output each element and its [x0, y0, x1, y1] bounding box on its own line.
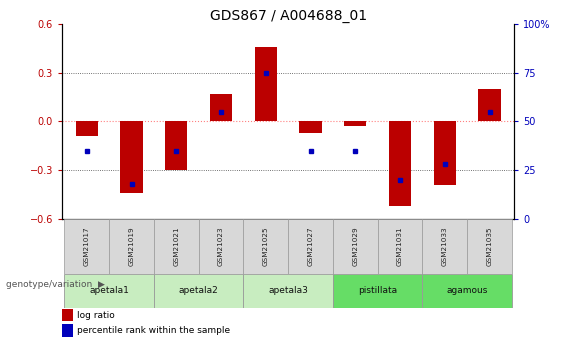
Bar: [299, 121, 321, 133]
Bar: [288, 219, 333, 274]
Bar: [62, 309, 73, 321]
Bar: [333, 219, 377, 274]
Text: pistillata: pistillata: [358, 286, 397, 295]
Text: agamous: agamous: [446, 286, 488, 295]
Text: apetala1: apetala1: [89, 286, 129, 295]
Text: percentile rank within the sample: percentile rank within the sample: [77, 326, 230, 335]
Bar: [433, 121, 456, 185]
Bar: [467, 219, 512, 274]
Text: GSM21021: GSM21021: [173, 227, 179, 266]
Bar: [244, 274, 333, 307]
Text: apetala2: apetala2: [179, 286, 219, 295]
Text: GSM21029: GSM21029: [353, 227, 358, 266]
Bar: [255, 47, 277, 121]
Text: GSM21023: GSM21023: [218, 227, 224, 266]
Text: genotype/variation  ▶: genotype/variation ▶: [6, 280, 105, 289]
Text: apetala3: apetala3: [268, 286, 308, 295]
Bar: [64, 219, 109, 274]
Bar: [423, 274, 512, 307]
Bar: [377, 219, 423, 274]
Text: GSM21035: GSM21035: [486, 227, 493, 266]
Bar: [154, 219, 199, 274]
Bar: [210, 94, 232, 121]
Bar: [389, 121, 411, 206]
Bar: [199, 219, 244, 274]
Text: GSM21019: GSM21019: [128, 227, 134, 266]
Text: GSM21017: GSM21017: [84, 227, 90, 266]
Bar: [64, 274, 154, 307]
Title: GDS867 / A004688_01: GDS867 / A004688_01: [210, 9, 367, 23]
Bar: [62, 324, 73, 337]
Bar: [120, 121, 143, 193]
Text: GSM21033: GSM21033: [442, 227, 448, 266]
Bar: [154, 274, 244, 307]
Bar: [423, 219, 467, 274]
Text: GSM21031: GSM21031: [397, 227, 403, 266]
Text: GSM21027: GSM21027: [307, 227, 314, 266]
Bar: [333, 274, 423, 307]
Bar: [165, 121, 188, 170]
Text: GSM21025: GSM21025: [263, 227, 269, 266]
Text: log ratio: log ratio: [77, 311, 114, 320]
Bar: [344, 121, 367, 126]
Bar: [244, 219, 288, 274]
Bar: [109, 219, 154, 274]
Bar: [76, 121, 98, 136]
Bar: [479, 89, 501, 121]
